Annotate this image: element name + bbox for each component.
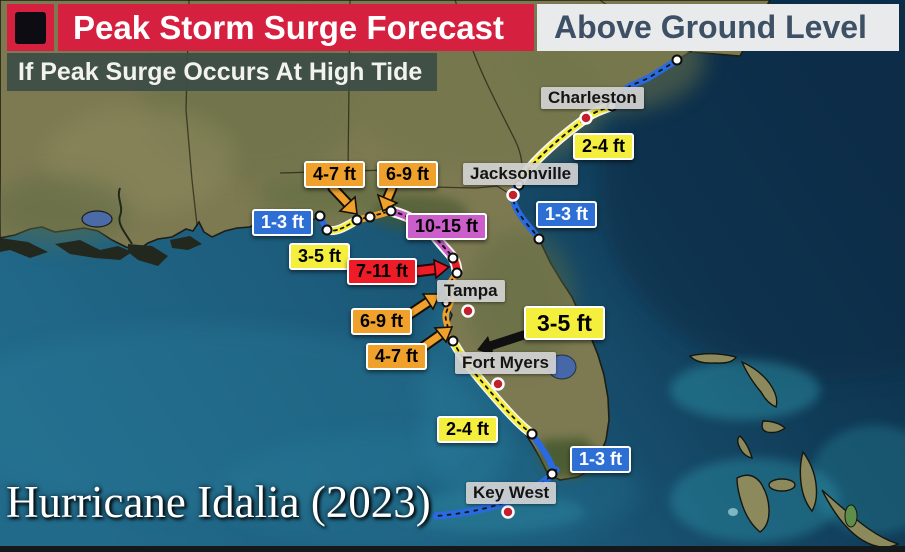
andros-lagoon bbox=[728, 508, 738, 516]
surge-label-keys-1-3: 1-3 ft bbox=[570, 446, 632, 473]
high-tide-condition-banner: If Peak Surge Occurs At High Tide bbox=[7, 53, 437, 91]
cay-green-island bbox=[844, 504, 858, 528]
city-point-markers bbox=[461, 111, 593, 519]
surge-label-big-bend-10-15: 10-15 ft bbox=[406, 213, 488, 240]
channel-logo-badge bbox=[7, 4, 54, 51]
city-label-tampa: Tampa bbox=[437, 280, 505, 302]
surge-label-panhandle-6-9: 6-9 ft bbox=[377, 161, 439, 188]
surge-label-fort-myers-3-5: 3-5 ft bbox=[524, 306, 605, 341]
arrow-panhandle-4-7 bbox=[327, 182, 358, 215]
land-texture bbox=[0, 8, 705, 370]
bottom-edge-strip bbox=[0, 546, 905, 552]
surge-label-panhandle-4-7: 4-7 ft bbox=[304, 161, 366, 188]
storm-attribution-text: Hurricane Idalia (2023) bbox=[6, 477, 431, 527]
city-label-fort-myers: Fort Myers bbox=[455, 352, 556, 374]
bahamas-islands bbox=[688, 353, 900, 548]
black-square-logo-icon bbox=[15, 11, 46, 44]
mississippi-river bbox=[117, 187, 133, 245]
pointer-arrows bbox=[327, 182, 535, 358]
surge-label-panhandle-1-3: 1-3 ft bbox=[252, 209, 314, 236]
surge-label-tampa-4-7: 4-7 ft bbox=[366, 343, 428, 370]
arrow-panhandle-6-9 bbox=[376, 182, 399, 213]
surge-label-carolina-2-4: 2-4 ft bbox=[573, 133, 635, 160]
bahama-bank1 bbox=[670, 360, 820, 420]
lake-pontchartrain bbox=[81, 210, 113, 228]
city-label-charleston: Charleston bbox=[541, 87, 644, 109]
louisiana-marsh bbox=[0, 236, 202, 266]
surge-label-panhandle-3-5: 3-5 ft bbox=[289, 243, 351, 270]
city-label-jacksonville: Jacksonville bbox=[463, 163, 579, 185]
page-title: Peak Storm Surge Forecast bbox=[58, 4, 534, 51]
city-label-key-west: Key West bbox=[466, 482, 557, 504]
surge-label-tampa-6-9: 6-9 ft bbox=[351, 308, 413, 335]
above-ground-level-banner: Above Ground Level bbox=[537, 4, 899, 51]
surge-label-sw-coast-2-4: 2-4 ft bbox=[437, 416, 499, 443]
arrow-fort-myers-3-5 bbox=[477, 328, 535, 355]
surge-label-ne-florida-1-3: 1-3 ft bbox=[536, 201, 598, 228]
surge-label-cedar-key-7-11: 7-11 ft bbox=[347, 258, 418, 285]
